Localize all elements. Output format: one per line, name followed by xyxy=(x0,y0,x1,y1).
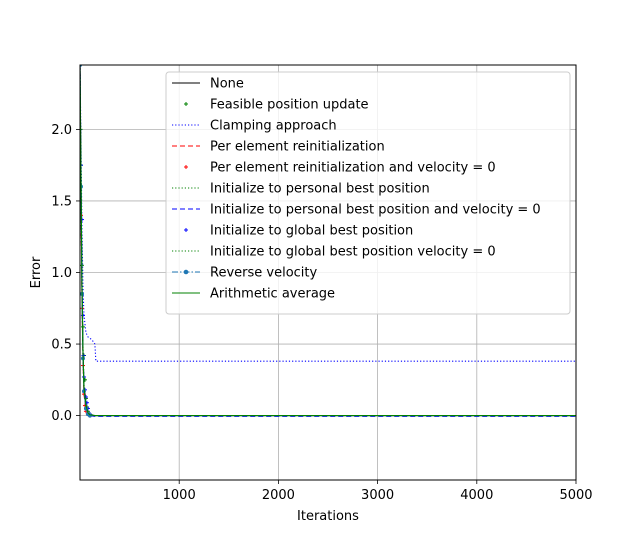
y-tick-label: 0.0 xyxy=(51,409,72,424)
legend-label: Arithmetic average xyxy=(210,287,335,302)
legend-entry: Per element reinitialization xyxy=(172,140,385,155)
x-tick-label: 3000 xyxy=(361,488,394,503)
legend-entry: Clamping approach xyxy=(172,119,337,134)
legend-entry: Reverse velocity xyxy=(172,266,317,281)
series-layer xyxy=(80,65,576,418)
legend-label: Per element reinitialization and velocit… xyxy=(210,161,496,176)
y-tick-label: 2.0 xyxy=(51,123,72,138)
legend-entry: Arithmetic average xyxy=(172,287,335,302)
legend-label: Clamping approach xyxy=(210,119,337,134)
legend: None Feasible position update Clamping app… xyxy=(165,71,571,315)
legend-label: Initialize to personal best position and… xyxy=(210,203,541,218)
legend-handle-marker xyxy=(184,102,188,106)
y-tick-label: 1.5 xyxy=(51,194,72,209)
legend-label: Reverse velocity xyxy=(210,266,317,281)
x-tick-label: 4000 xyxy=(460,488,493,503)
legend-entry: Initialize to global best position veloc… xyxy=(172,245,496,260)
legend-entry: None xyxy=(172,77,244,92)
legend-label: Per element reinitialization xyxy=(210,140,385,155)
series-line xyxy=(80,65,576,362)
y-tick-label: 0.5 xyxy=(51,338,72,353)
legend-entry: Feasible position update xyxy=(184,98,369,113)
legend-entry: Initialize to global best position xyxy=(184,224,413,239)
legend-handle-marker xyxy=(184,228,188,232)
x-tick-label: 2000 xyxy=(262,488,295,503)
series-2 xyxy=(80,65,576,362)
tick-layer: 1000 2000 3000 4000 5000 0.0 0.5 1.0 1.5 2.0 xyxy=(51,123,592,503)
y-axis-label: Error xyxy=(29,256,44,288)
legend-entry: Initialize to personal best position and… xyxy=(172,203,541,218)
legend-label: Feasible position update xyxy=(210,98,369,113)
legend-entry: Initialize to personal best position xyxy=(172,182,430,197)
series-10 xyxy=(80,65,576,417)
x-tick-label: 1000 xyxy=(163,488,196,503)
legend-label: None xyxy=(210,77,244,92)
data-point xyxy=(80,217,84,222)
series-line xyxy=(80,65,576,417)
legend-box xyxy=(165,71,571,315)
x-axis-label: Iterations xyxy=(297,509,359,524)
legend-handle-marker xyxy=(184,165,188,169)
legend-label: Initialize to global best position xyxy=(210,224,413,239)
legend-entry: Per element reinitialization and velocit… xyxy=(184,161,496,176)
legend-label: Initialize to global best position veloc… xyxy=(210,245,496,260)
y-tick-label: 1.0 xyxy=(51,266,72,281)
x-tick-label: 5000 xyxy=(559,488,592,503)
legend-label: Initialize to personal best position xyxy=(210,182,430,197)
legend-handle-marker xyxy=(183,269,189,275)
